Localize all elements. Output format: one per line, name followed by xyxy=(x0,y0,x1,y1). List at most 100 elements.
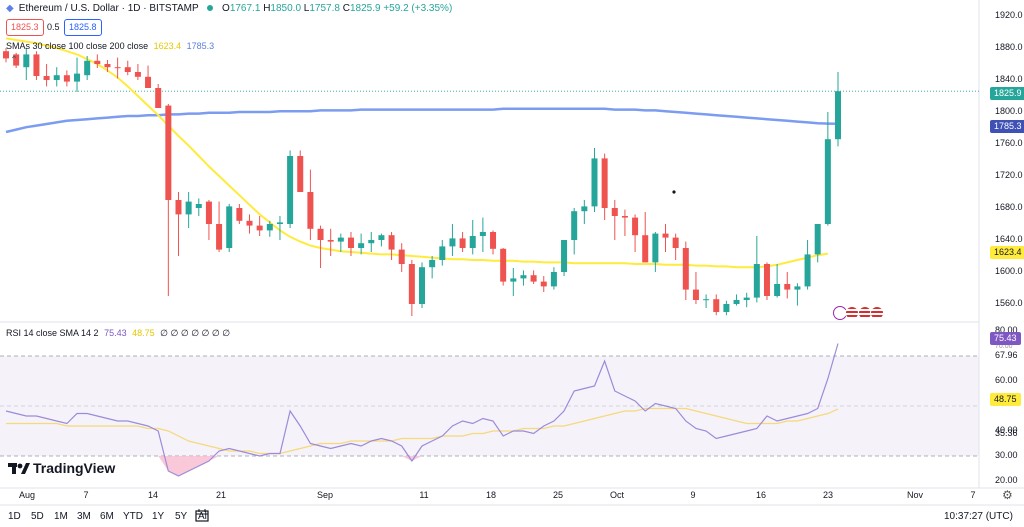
candle-body xyxy=(439,246,446,260)
candle-body xyxy=(104,64,111,68)
high-value: 1850.0 xyxy=(270,3,302,14)
collapse-legend-icon[interactable]: ⌃ xyxy=(10,55,19,66)
candle-body xyxy=(246,220,253,226)
rsi-axis-tick: 80.00 xyxy=(995,325,1018,335)
sma200-price-tag: 1785.3 xyxy=(990,120,1024,133)
buy-button[interactable]: 1825.8 xyxy=(64,19,102,36)
timeframe-5d[interactable]: 5D xyxy=(31,511,44,522)
candle-body xyxy=(794,286,801,290)
candle-body xyxy=(368,240,375,244)
price-axis-tick: 1760.0 xyxy=(995,138,1023,148)
candle-body xyxy=(33,54,40,76)
tradingview-logo-icon xyxy=(8,463,30,474)
candle-body xyxy=(388,235,395,250)
time-axis-label: 18 xyxy=(485,490,496,500)
timeframe-1m[interactable]: 1M xyxy=(54,511,68,522)
sma30-value: 1623.4 xyxy=(153,41,182,51)
rsi-value-tag: 75.43 xyxy=(990,332,1021,345)
candle-body xyxy=(469,236,476,248)
candle-body xyxy=(500,248,507,282)
candle-body xyxy=(703,299,710,301)
time-axis-label: 14 xyxy=(147,490,158,500)
candle-body xyxy=(226,206,233,248)
timeframe-ytd[interactable]: YTD xyxy=(123,511,143,522)
candle-body xyxy=(662,233,669,238)
utc-clock[interactable]: 10:37:27 (UTC) xyxy=(944,511,1013,522)
candle-body xyxy=(591,158,598,207)
price-axis-tick: 1600.0 xyxy=(995,266,1023,276)
rsi-legend[interactable]: RSI 14 close SMA 14 2 75.43 48.75 ∅ ∅ ∅ … xyxy=(6,328,230,339)
price-axis-tick: 1800.0 xyxy=(995,106,1023,116)
candle-body xyxy=(358,243,365,248)
candle-body xyxy=(408,264,415,304)
sma200-line xyxy=(5,107,839,134)
sell-button[interactable]: 1825.3 xyxy=(6,19,44,36)
time-axis-label: Aug xyxy=(19,490,36,500)
change-value: +59.2 (+3.35%) xyxy=(383,3,453,14)
low-label: L xyxy=(303,3,310,14)
timeframe-1y[interactable]: 1Y xyxy=(152,511,165,522)
candle-body xyxy=(84,60,91,76)
events-icons[interactable] xyxy=(833,306,885,325)
timeframe-1d[interactable]: 1D xyxy=(8,511,21,522)
price-axis-tick: 1720.0 xyxy=(995,170,1023,180)
time-axis-label: 11 xyxy=(419,490,429,500)
candle-body xyxy=(479,232,486,236)
date-range-icon[interactable] xyxy=(195,508,209,527)
sma30-price-tag: 1623.4 xyxy=(990,246,1024,259)
candle-body xyxy=(571,211,578,240)
candle-body xyxy=(530,275,537,282)
candle-body xyxy=(205,201,212,224)
timeframe-all[interactable]: All xyxy=(198,511,210,522)
time-axis-label: 23 xyxy=(822,490,833,500)
candle-body xyxy=(621,216,628,218)
logo-text: TradingView xyxy=(33,460,116,476)
candle-body xyxy=(652,233,659,263)
candle-body xyxy=(723,304,730,312)
candle-body xyxy=(317,228,324,240)
rsi-level-high: 67.96 xyxy=(995,350,1018,360)
us-event-icon-3[interactable] xyxy=(870,306,885,320)
candle-body xyxy=(74,73,81,82)
candle-body xyxy=(642,235,649,263)
settings-gear-icon[interactable]: ⚙ xyxy=(1002,488,1013,502)
candle-body xyxy=(561,240,568,272)
sma30-line xyxy=(5,37,829,269)
last-price-tag: 1825.9 xyxy=(990,87,1024,100)
timeframe-6m[interactable]: 6M xyxy=(100,511,114,522)
candle-body xyxy=(784,284,791,290)
timeframe-3m[interactable]: 3M xyxy=(77,511,91,522)
candle-body xyxy=(327,240,334,242)
symbol-name[interactable]: Ethereum / U.S. Dollar · 1D · BITSTAMP xyxy=(18,3,199,14)
rsi-axis-tick: 40.00 xyxy=(995,425,1018,435)
sma-legend[interactable]: SMAs 30 close 100 close 200 close 1623.4… xyxy=(6,41,214,51)
time-axis-label: 16 xyxy=(755,490,766,500)
tradingview-logo[interactable]: TradingView xyxy=(8,460,115,476)
candle-body xyxy=(398,249,405,264)
candle-body xyxy=(195,204,202,208)
candle-body xyxy=(23,54,30,68)
close-value: 1825.9 xyxy=(349,3,381,14)
candle-body xyxy=(266,224,273,231)
symbol-header: ◆ Ethereum / U.S. Dollar · 1D · BITSTAMP… xyxy=(6,3,452,14)
price-axis-tick: 1560.0 xyxy=(995,298,1023,308)
candle-body xyxy=(13,54,20,66)
time-axis-label: 25 xyxy=(552,490,563,500)
candle-body xyxy=(713,299,720,312)
sma-legend-label: SMAs 30 close 100 close 200 close xyxy=(6,41,149,51)
candle-body xyxy=(3,51,9,59)
candle-body xyxy=(94,60,101,64)
candle-body xyxy=(175,200,182,215)
candle-body xyxy=(114,67,121,69)
time-axis-label: 9 xyxy=(690,490,696,500)
timeframe-5y[interactable]: 5Y xyxy=(175,511,188,522)
rsi-hidden-70: 70.00 xyxy=(995,343,1013,350)
candle-body xyxy=(632,217,639,236)
close-label: C xyxy=(342,3,350,14)
price-axis-tick: 1880.0 xyxy=(995,42,1023,52)
time-axis-label: 7 xyxy=(970,490,976,500)
candle-body xyxy=(419,267,425,304)
rsi-sma-value: 48.75 xyxy=(132,328,155,338)
candle-body xyxy=(601,158,608,208)
